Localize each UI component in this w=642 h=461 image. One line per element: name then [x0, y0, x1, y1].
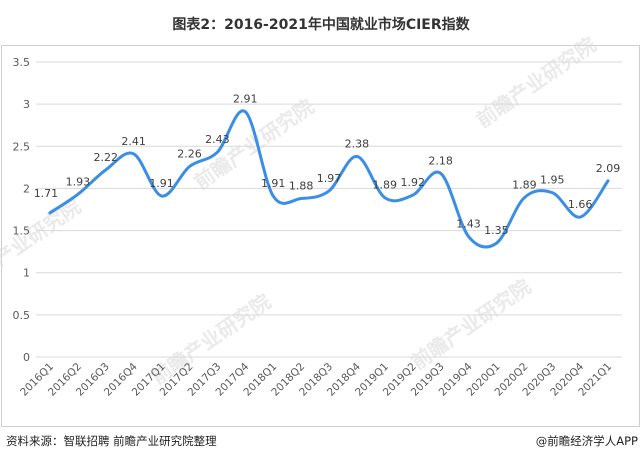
chart-frame — [1, 45, 640, 427]
data-label: 2.22 — [94, 151, 119, 164]
data-label: 1.89 — [512, 179, 537, 192]
data-label: 2.26 — [177, 148, 202, 161]
data-label: 2.43 — [205, 133, 230, 146]
y-tick-label: 1 — [23, 267, 30, 280]
data-label: 1.92 — [400, 176, 425, 189]
y-tick-label: 1.5 — [13, 225, 31, 238]
data-label: 1.66 — [568, 198, 593, 211]
data-label: 2.09 — [596, 162, 621, 175]
watermark-text: 前瞻产业研究院 — [472, 32, 600, 132]
data-label: 2.38 — [345, 137, 370, 150]
y-tick-label: 2 — [23, 182, 30, 195]
data-label: 1.89 — [373, 179, 398, 192]
y-tick-label: 0.5 — [13, 309, 31, 322]
data-label: 2.91 — [233, 93, 258, 106]
series-line — [48, 109, 610, 249]
data-label: 1.95 — [540, 174, 565, 187]
data-label: 2.41 — [121, 135, 146, 148]
data-label: 1.35 — [484, 224, 509, 237]
y-tick-label: 0 — [23, 351, 30, 364]
data-label: 1.91 — [149, 177, 174, 190]
data-label: 1.93 — [66, 175, 91, 188]
watermark-text: 前瞻产业研究院 — [407, 274, 535, 374]
watermark-text: 前瞻产业研究院 — [0, 194, 85, 294]
data-label: 1.97 — [317, 172, 342, 185]
chart-title: 图表2：2016-2021年中国就业市场CIER指数 — [172, 17, 470, 33]
data-label: 1.91 — [261, 177, 286, 190]
brand-credit: @前瞻经济学人APP — [535, 434, 638, 448]
data-label: 1.71 — [34, 187, 59, 200]
data-label: 2.18 — [428, 154, 453, 167]
y-tick-label: 3.5 — [13, 56, 31, 69]
footer: 资料来源：智联招聘 前瞻产业研究院整理 @前瞻经济学人APP — [6, 433, 638, 451]
y-tick-label: 2.5 — [13, 140, 31, 153]
data-label: 1.88 — [289, 180, 314, 193]
source-note: 资料来源：智联招聘 前瞻产业研究院整理 — [6, 434, 217, 448]
y-tick-label: 3 — [23, 98, 30, 111]
data-label: 1.43 — [456, 217, 481, 230]
